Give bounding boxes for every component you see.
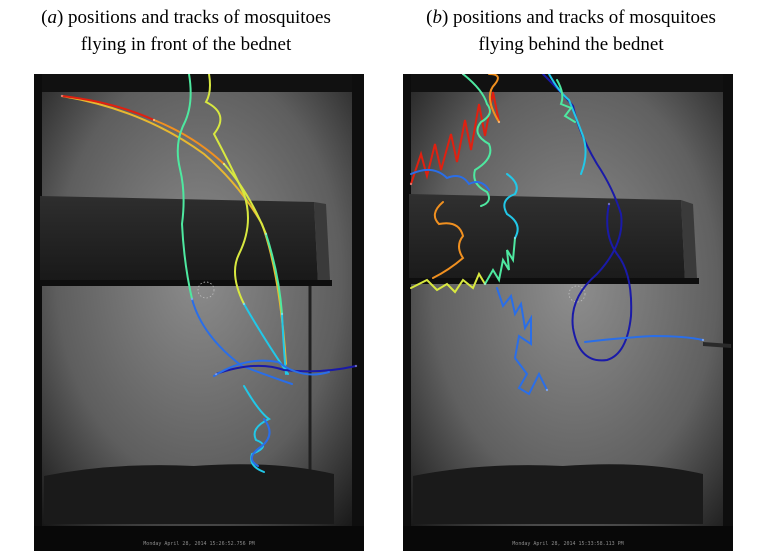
top-edge: [34, 74, 364, 92]
timestamp-b: Monday April 28, 2014 15:33:58.113 PM: [512, 541, 624, 547]
caption-b-label: b: [432, 7, 442, 28]
track-points: [60, 94, 358, 376]
panel-b-image: [403, 74, 733, 551]
panel-a-front-tracks: Monday April 28, 2014 15:26:52.756 PM: [34, 74, 364, 551]
caption-a-label: a: [47, 7, 57, 28]
caption-b-line2: flying behind the bednet: [478, 34, 664, 55]
timestamp-a: Monday April 28, 2014 15:26:52.756 PM: [143, 541, 255, 547]
top-edge: [403, 74, 733, 92]
caption-a: (a) positions and tracks of mosquitoes f…: [0, 4, 372, 58]
caption-a-line1: (a) positions and tracks of mosquitoes: [41, 7, 331, 28]
caption-b: (b) positions and tracks of mosquitoes f…: [385, 4, 757, 58]
panel-a-image: [34, 74, 364, 551]
track-points: [409, 74, 705, 392]
bednet-frame: [409, 278, 699, 284]
bednet-mattress: [409, 194, 685, 282]
mosquito-tracks: [61, 74, 357, 473]
panel-b-behind-tracks: Monday April 28, 2014 15:33:58.113 PM: [403, 74, 733, 551]
caption-b-line1: (b) positions and tracks of mosquitoes: [426, 7, 716, 28]
floor-object: [44, 464, 334, 524]
mosquito-tracks: [410, 74, 704, 396]
floor-object: [413, 464, 703, 524]
caption-a-line2: flying in front of the bednet: [80, 34, 292, 55]
bednet-frame: [40, 280, 332, 286]
